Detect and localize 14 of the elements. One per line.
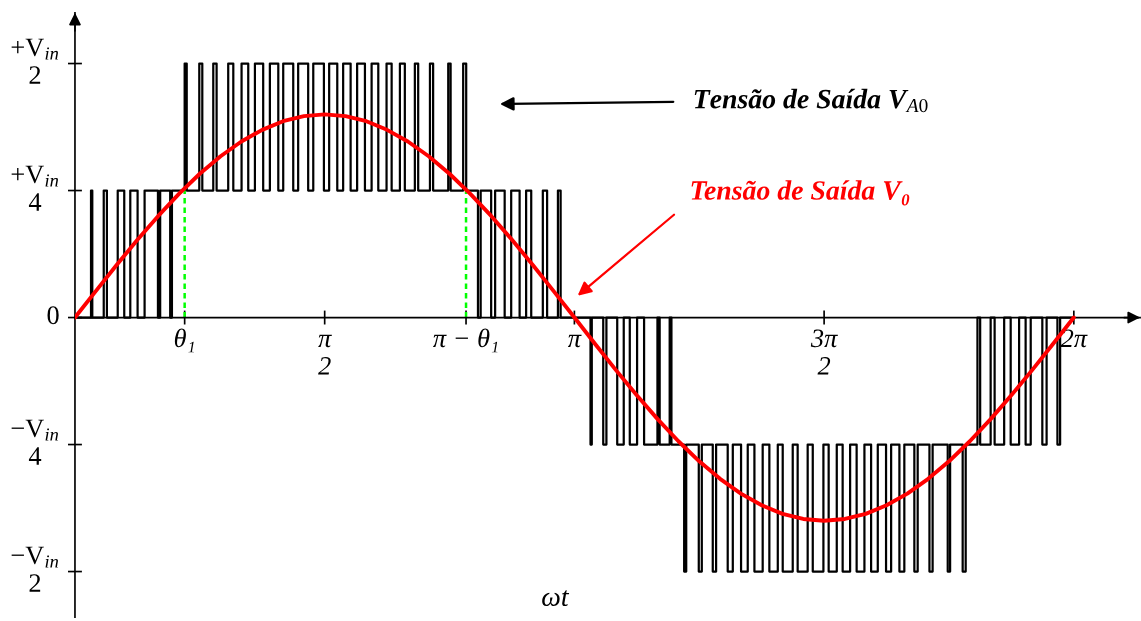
x-tick-label: 2π [1060, 329, 1088, 348]
text: −V$_{in}$ 4 [11, 419, 59, 465]
x-tick-label: 3π 2 [810, 329, 838, 375]
text: +V$_{in}$ 4 [11, 165, 59, 211]
x-tick-label: π [567, 334, 582, 348]
text: −V$_{in}$ 2 [11, 546, 59, 592]
x-tick-label: θ₁ [174, 328, 194, 353]
text: Tensão de Saída V₀ [691, 180, 910, 206]
x-tick-label: π − θ₁ [433, 328, 498, 353]
text: 0 [47, 306, 59, 325]
text: +V$_{in}$ 2 [11, 38, 59, 84]
text: Tensão de Saída V$_{A0}$ [694, 88, 928, 113]
x-axis-title: ωt [542, 590, 570, 607]
x-tick-label: π 2 [318, 334, 332, 375]
